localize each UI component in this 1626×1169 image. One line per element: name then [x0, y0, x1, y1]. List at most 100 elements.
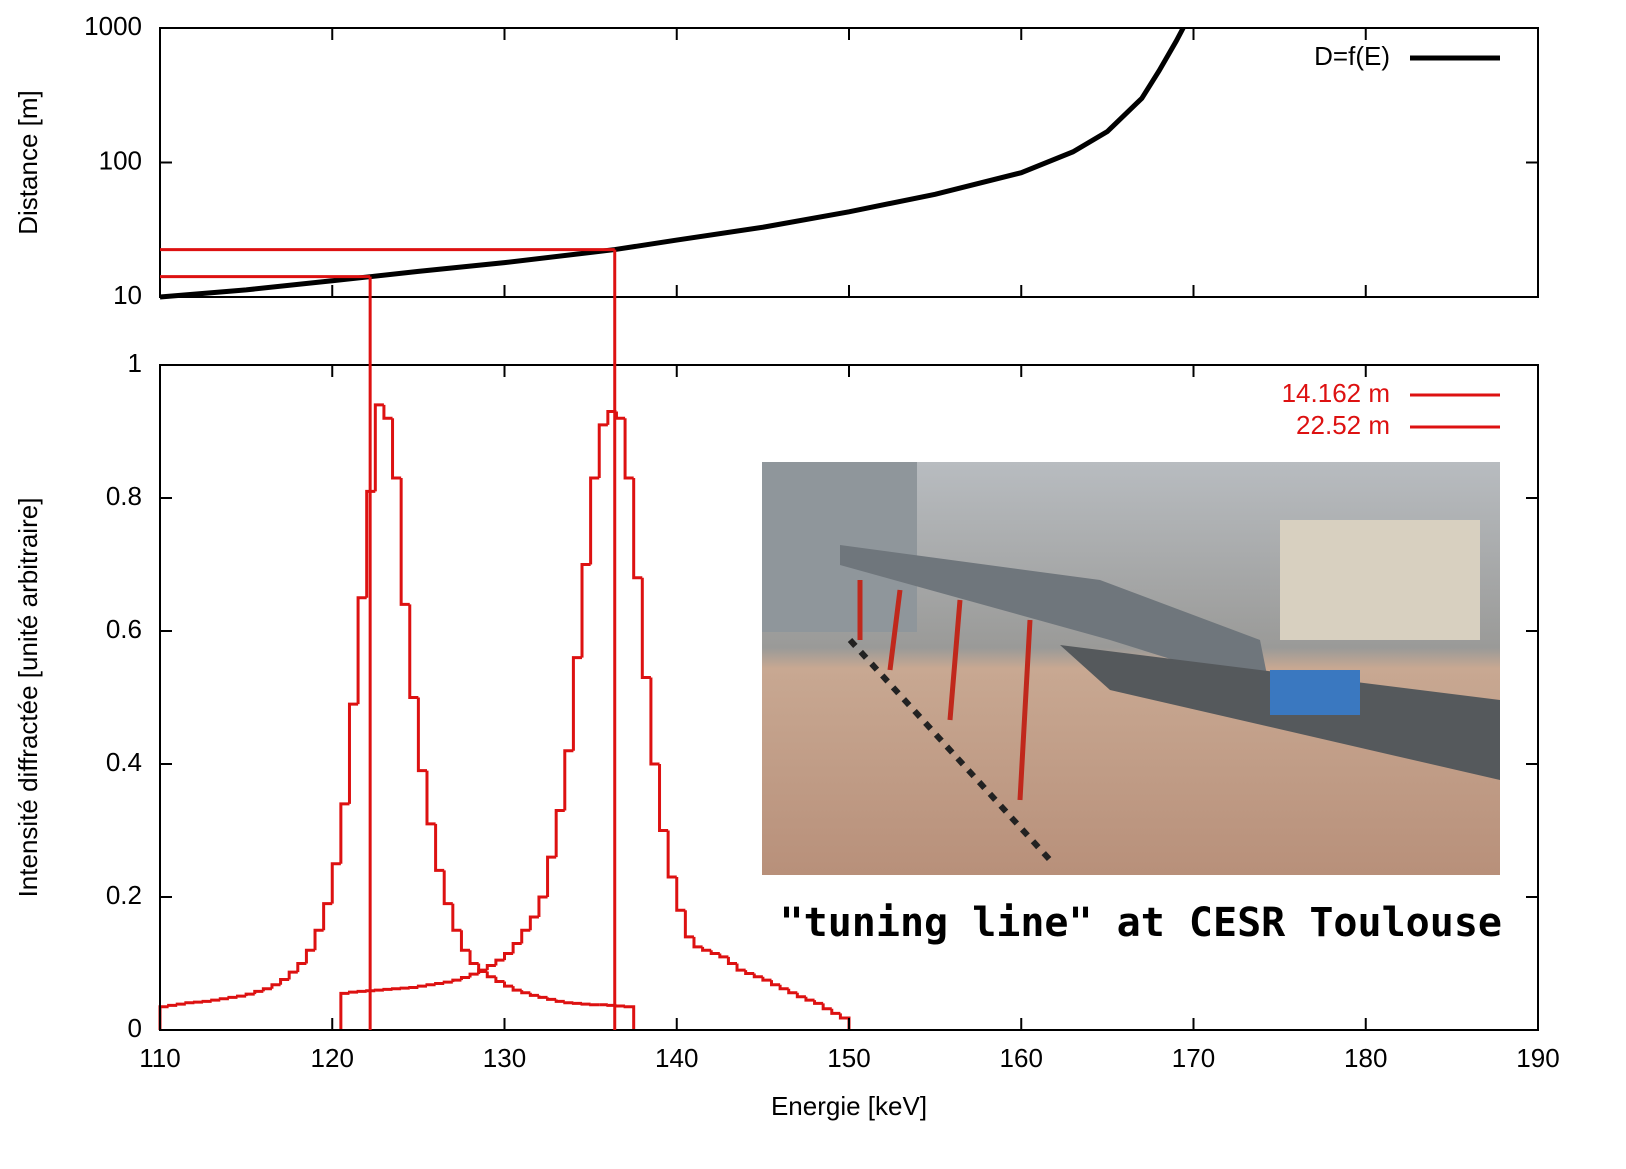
histogram-bin [399, 478, 410, 606]
histogram-bin [425, 983, 436, 987]
plot-frame [159, 27, 1539, 298]
histogram-bin [434, 823, 445, 872]
histogram-bin [451, 903, 462, 932]
histogram-bin [649, 677, 660, 766]
histogram-bin [391, 418, 402, 480]
histogram-bin [408, 604, 419, 699]
x-tick-label: 190 [1516, 1043, 1559, 1073]
histogram-bin [614, 1004, 626, 1008]
legend-label: 22.52 m [1296, 410, 1390, 440]
x-tick-label: 120 [311, 1043, 354, 1073]
histogram-bin [503, 981, 514, 988]
histogram-bin [718, 953, 729, 959]
histogram-bin [701, 946, 712, 952]
histogram-bin [554, 809, 565, 858]
histogram-bin [485, 963, 496, 971]
x-tick-label: 150 [827, 1043, 870, 1073]
histogram-bin [546, 997, 557, 1001]
histogram-bin [528, 915, 539, 931]
histogram-bin [304, 948, 316, 964]
y-tick-label: 0 [128, 1013, 142, 1043]
histogram-bin [494, 958, 505, 966]
histogram-bin [175, 1002, 186, 1006]
y-tick-label: 1 [128, 348, 142, 378]
histogram-bin [537, 995, 548, 999]
histogram-bin [813, 1000, 824, 1005]
histogram-bin [227, 995, 238, 999]
histogram-bin [640, 577, 651, 680]
histogram-bin [236, 994, 247, 998]
histogram-bin [296, 962, 307, 973]
histogram-bin [804, 996, 815, 1002]
photo [762, 462, 1500, 875]
histogram-bin [287, 970, 298, 980]
histogram-bin [503, 952, 514, 961]
histogram-bin [511, 986, 522, 992]
histogram-bin [468, 972, 479, 978]
histogram-bin [520, 990, 531, 995]
histogram-bin [356, 596, 367, 705]
histogram-bin [623, 1005, 636, 1030]
histogram-bin [399, 986, 410, 990]
histogram-bin [244, 992, 255, 997]
histogram-bin [184, 1001, 195, 1005]
histogram-bin [442, 870, 453, 906]
histogram-bin [210, 998, 221, 1002]
histogram-bin [373, 988, 384, 992]
x-tick-label: 130 [483, 1043, 526, 1073]
histogram-bin [623, 418, 634, 480]
histogram-bin [580, 1002, 591, 1006]
histogram-bin [365, 989, 376, 993]
histogram-bin [528, 992, 539, 997]
histogram-bin [632, 478, 643, 580]
histogram-bin [442, 980, 453, 984]
histogram-bin [434, 981, 445, 985]
histogram-bin [580, 563, 591, 658]
histogram-bin [769, 980, 781, 987]
y-tick-label: 10 [113, 280, 142, 310]
histogram-bin [666, 830, 677, 879]
histogram-bin [675, 877, 686, 912]
histogram-bin [589, 476, 600, 565]
histogram-bin [658, 764, 669, 832]
histogram-bin [313, 928, 324, 951]
histogram-bin [571, 1001, 583, 1005]
x-tick-label: 140 [655, 1043, 698, 1073]
histogram-bin [416, 984, 427, 988]
histogram-bin [330, 862, 341, 904]
histogram-bin [511, 942, 522, 954]
histogram-bin [787, 988, 798, 995]
histogram-bin [589, 1003, 600, 1007]
histogram-bin [192, 1000, 204, 1004]
histogram-bin [830, 1008, 841, 1015]
histogram-bin [347, 990, 359, 994]
histogram-bin [201, 999, 212, 1003]
histogram-bin [537, 895, 548, 917]
histogram-bin [365, 489, 376, 598]
histogram-bin [339, 991, 350, 1030]
histogram-bin [597, 423, 608, 479]
histogram-bin [167, 1003, 178, 1007]
histogram-bin [752, 973, 763, 979]
histogram-bin [261, 987, 272, 992]
histogram-bin [158, 1005, 169, 1030]
histogram-bin [838, 1013, 851, 1030]
histogram-bin [571, 656, 583, 751]
x-tick-label: 110 [139, 1043, 180, 1073]
histogram-bin [821, 1003, 832, 1011]
histogram-bin [485, 971, 496, 979]
histogram-bin [563, 1001, 574, 1005]
y-tick-label: 1000 [84, 11, 142, 41]
histogram-bin [339, 802, 350, 864]
y-axis-title: Distance [m] [13, 90, 43, 235]
y-tick-label: 0.8 [106, 481, 142, 511]
histogram-bin [451, 978, 462, 983]
y-tick-label: 0.6 [106, 614, 142, 644]
y-tick-label: 100 [99, 145, 142, 175]
histogram-bin [692, 936, 703, 949]
histogram-bin [459, 930, 471, 952]
histogram-bin [425, 770, 436, 826]
histogram-bin [391, 987, 402, 991]
histogram-bin [347, 702, 359, 804]
